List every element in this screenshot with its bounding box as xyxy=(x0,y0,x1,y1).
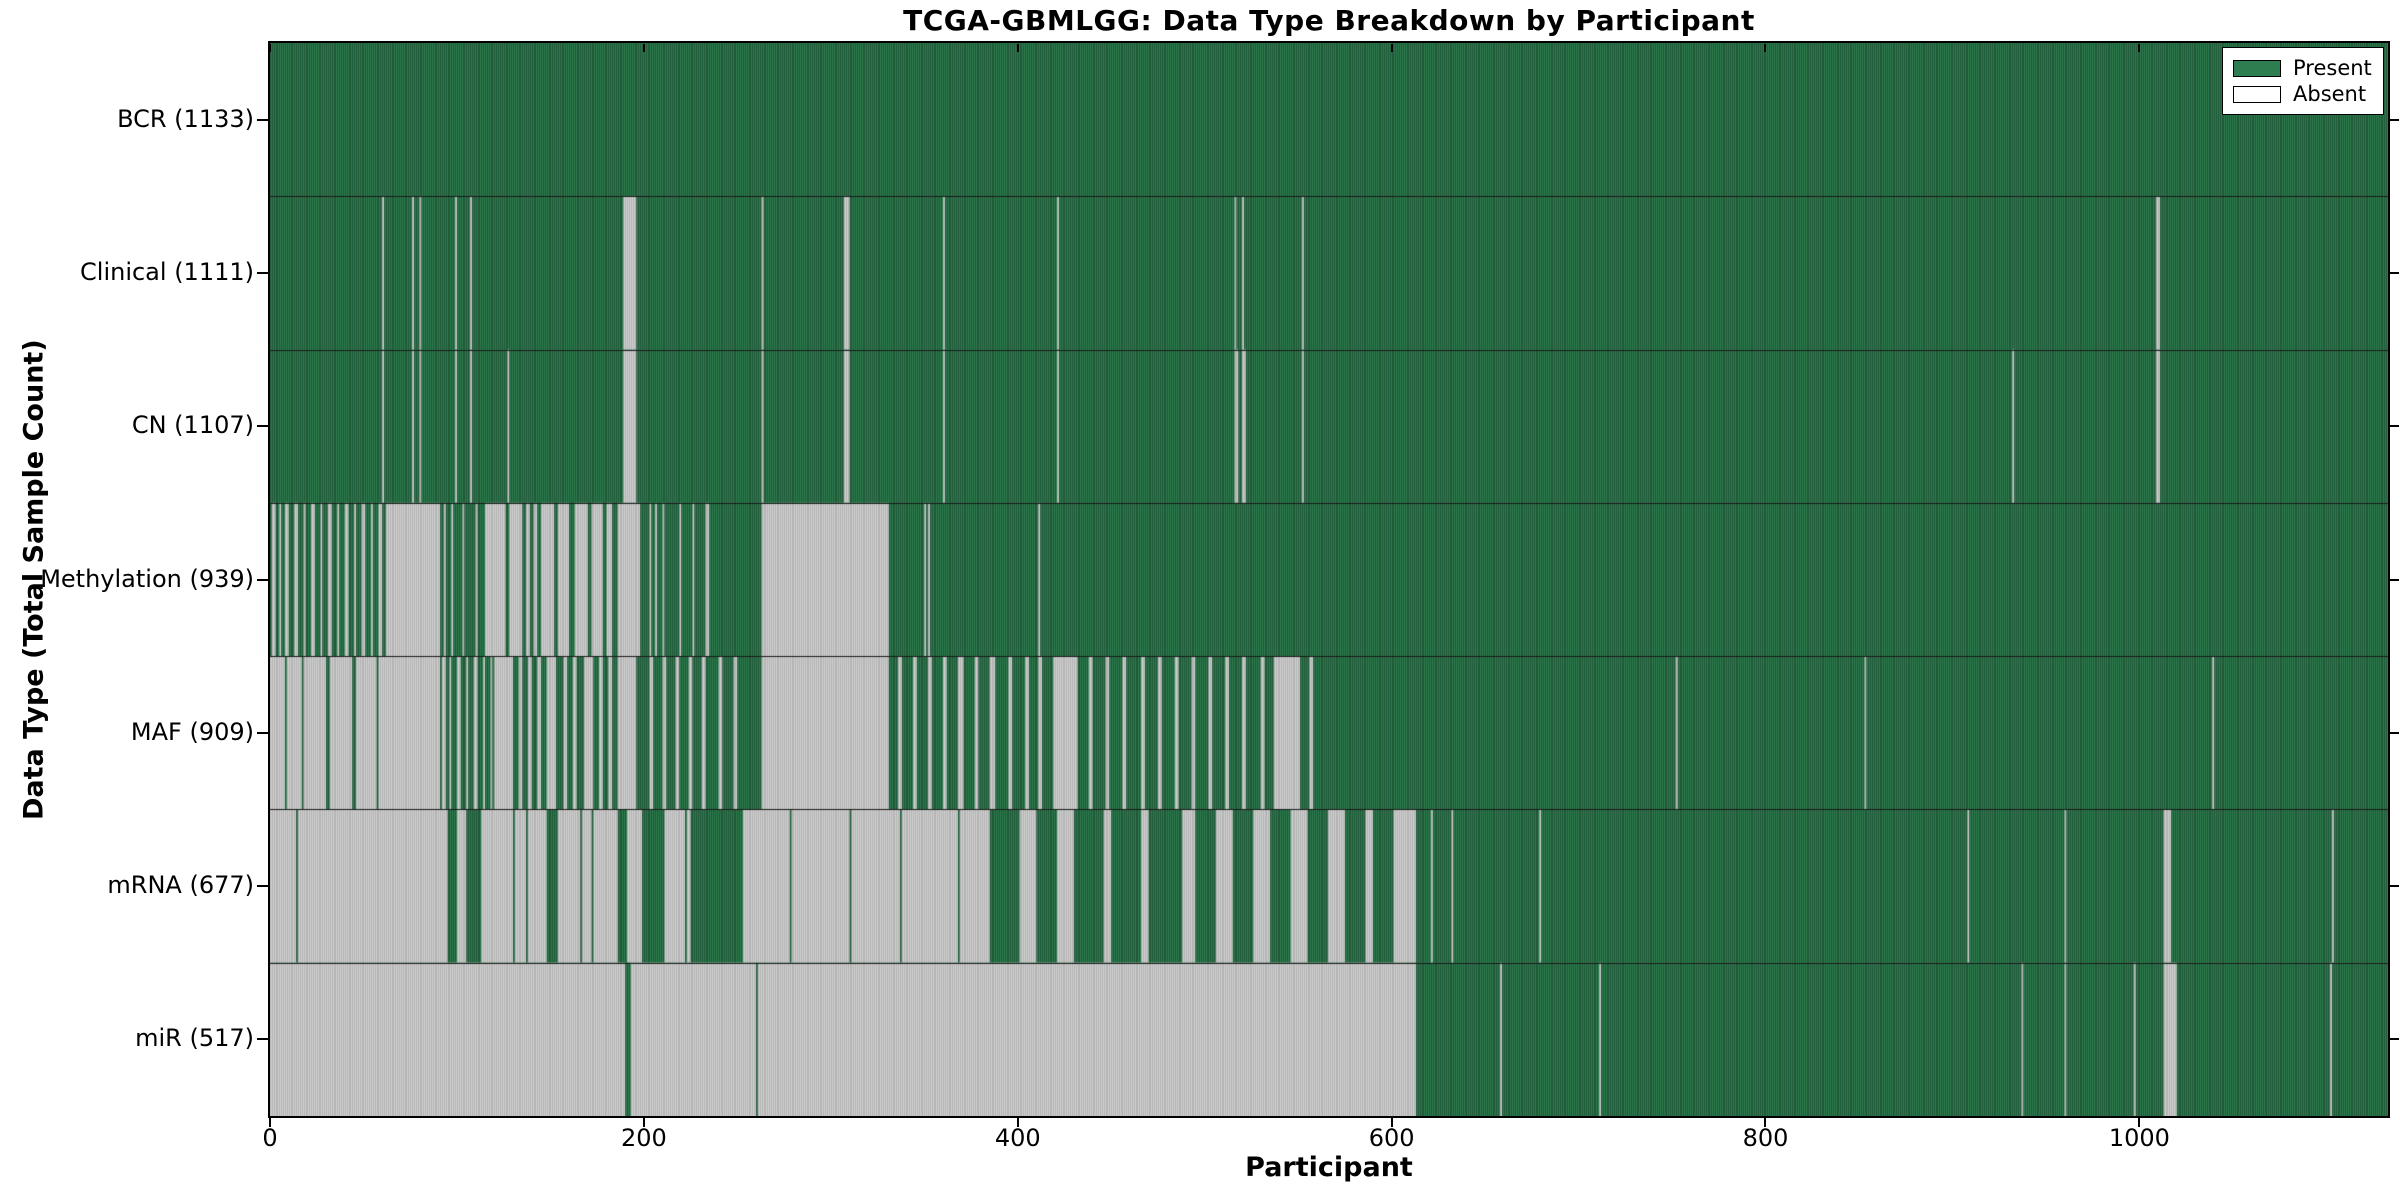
legend-item-present: Present xyxy=(2233,55,2373,81)
x-tick xyxy=(1390,1118,1393,1127)
legend-label-absent: Absent xyxy=(2293,82,2367,106)
x-axis-label: Participant xyxy=(1245,1152,1413,1183)
y-tick xyxy=(257,885,268,888)
y-tick xyxy=(2390,578,2399,581)
legend-item-absent: Absent xyxy=(2233,81,2373,107)
heatmap-canvas xyxy=(270,43,2388,1116)
absent-swatch-icon xyxy=(2233,85,2281,103)
x-tick-label: 0 xyxy=(262,1124,278,1152)
y-tick xyxy=(257,425,268,428)
x-tick-label: 600 xyxy=(1368,1124,1415,1152)
y-tick xyxy=(2390,425,2399,428)
y-tick xyxy=(2390,271,2399,274)
y-tick-label: mRNA (677) xyxy=(107,871,254,900)
y-tick xyxy=(257,118,268,121)
x-tick xyxy=(269,44,271,52)
y-tick xyxy=(257,1038,268,1041)
x-tick xyxy=(2138,44,2141,52)
chart-title: TCGA-GBMLGG: Data Type Breakdown by Part… xyxy=(903,4,1755,37)
y-tick xyxy=(2390,118,2399,121)
y-tick-label: miR (517) xyxy=(135,1024,254,1053)
legend: Present Absent xyxy=(2222,47,2384,115)
x-tick-label: 800 xyxy=(1742,1124,1789,1152)
y-tick xyxy=(257,578,268,581)
y-tick xyxy=(2390,885,2399,888)
y-tick xyxy=(257,271,268,274)
y-tick-label: CN (1107) xyxy=(131,411,254,440)
x-tick xyxy=(1390,44,1393,52)
y-tick xyxy=(2390,1038,2399,1041)
x-tick xyxy=(1764,1118,1767,1127)
x-tick xyxy=(1016,1118,1019,1127)
y-tick-label: MAF (909) xyxy=(130,717,254,746)
y-tick-label: BCR (1133) xyxy=(117,104,254,133)
x-tick-label: 400 xyxy=(994,1124,1041,1152)
x-tick xyxy=(1016,44,1019,52)
x-tick xyxy=(269,1118,271,1127)
y-tick xyxy=(257,731,268,734)
x-tick-label: 1000 xyxy=(2108,1124,2170,1152)
plot-area xyxy=(268,41,2390,1118)
x-tick xyxy=(642,1118,645,1127)
legend-label-present: Present xyxy=(2293,56,2372,80)
y-tick-label: Clinical (1111) xyxy=(80,257,254,286)
present-swatch-icon xyxy=(2233,59,2281,77)
y-tick-label: Methylation (939) xyxy=(40,564,254,593)
x-tick-label: 200 xyxy=(620,1124,667,1152)
x-tick xyxy=(2138,1118,2141,1127)
x-tick xyxy=(642,44,645,52)
y-tick xyxy=(2390,731,2399,734)
x-tick xyxy=(1764,44,1767,52)
